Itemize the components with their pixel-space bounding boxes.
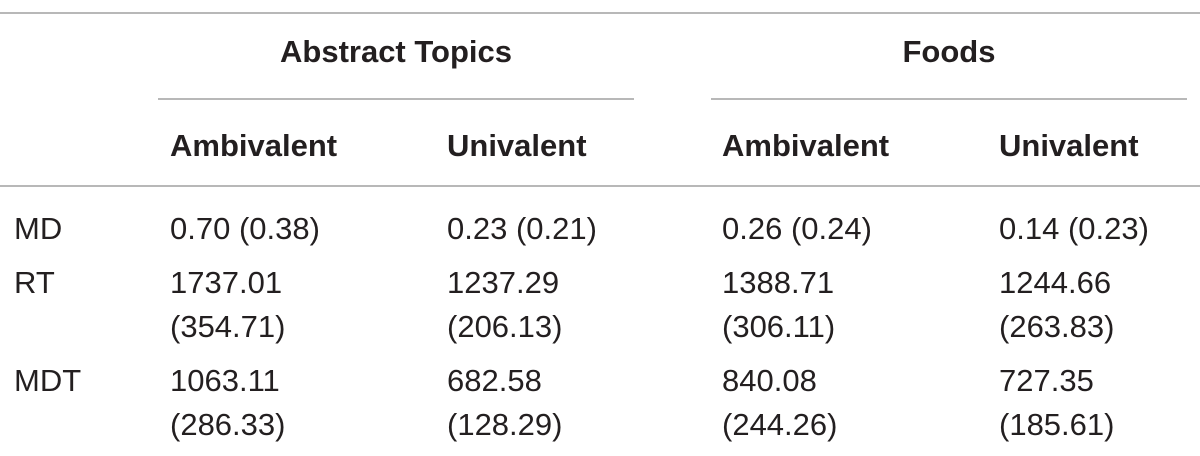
table-cell: 1388.71 (722, 265, 835, 300)
group-header-abstract-topics: Abstract Topics (280, 34, 512, 69)
header-bottom-rule (0, 185, 1200, 187)
table-cell: 1063.11 (170, 363, 280, 398)
table-cell: 1737.01 (170, 265, 283, 300)
table-cell: 0.26 (0.24) (722, 211, 872, 246)
group-header-foods: Foods (902, 34, 996, 69)
group-rule-abstract-topics (158, 98, 634, 100)
table-cell: 0.23 (0.21) (447, 211, 597, 246)
table-cell: (128.29) (447, 407, 563, 442)
table-top-rule (0, 12, 1200, 14)
group-rule-foods (711, 98, 1187, 100)
row-label: MDT (14, 363, 82, 398)
subheader-ambivalent-abstract: Ambivalent (170, 128, 338, 163)
table-cell: (263.83) (999, 309, 1115, 344)
table-cell: 0.14 (0.23) (999, 211, 1149, 246)
table-cell: 1237.29 (447, 265, 560, 300)
table-cell: 727.35 (999, 363, 1094, 398)
table-cell: (244.26) (722, 407, 838, 442)
table-cell: 0.70 (0.38) (170, 211, 320, 246)
row-label: RT (14, 265, 55, 300)
table-cell: (185.61) (999, 407, 1115, 442)
table-cell: (206.13) (447, 309, 563, 344)
table-cell: (286.33) (170, 407, 286, 442)
subheader-ambivalent-foods: Ambivalent (722, 128, 890, 163)
table-cell: (306.11) (722, 309, 836, 344)
table-cell: (354.71) (170, 309, 286, 344)
table-cell: 682.58 (447, 363, 542, 398)
subheader-univalent-foods: Univalent (999, 128, 1139, 163)
row-label: MD (14, 211, 63, 246)
table-cell: 840.08 (722, 363, 817, 398)
subheader-univalent-abstract: Univalent (447, 128, 587, 163)
table-cell: 1244.66 (999, 265, 1112, 300)
